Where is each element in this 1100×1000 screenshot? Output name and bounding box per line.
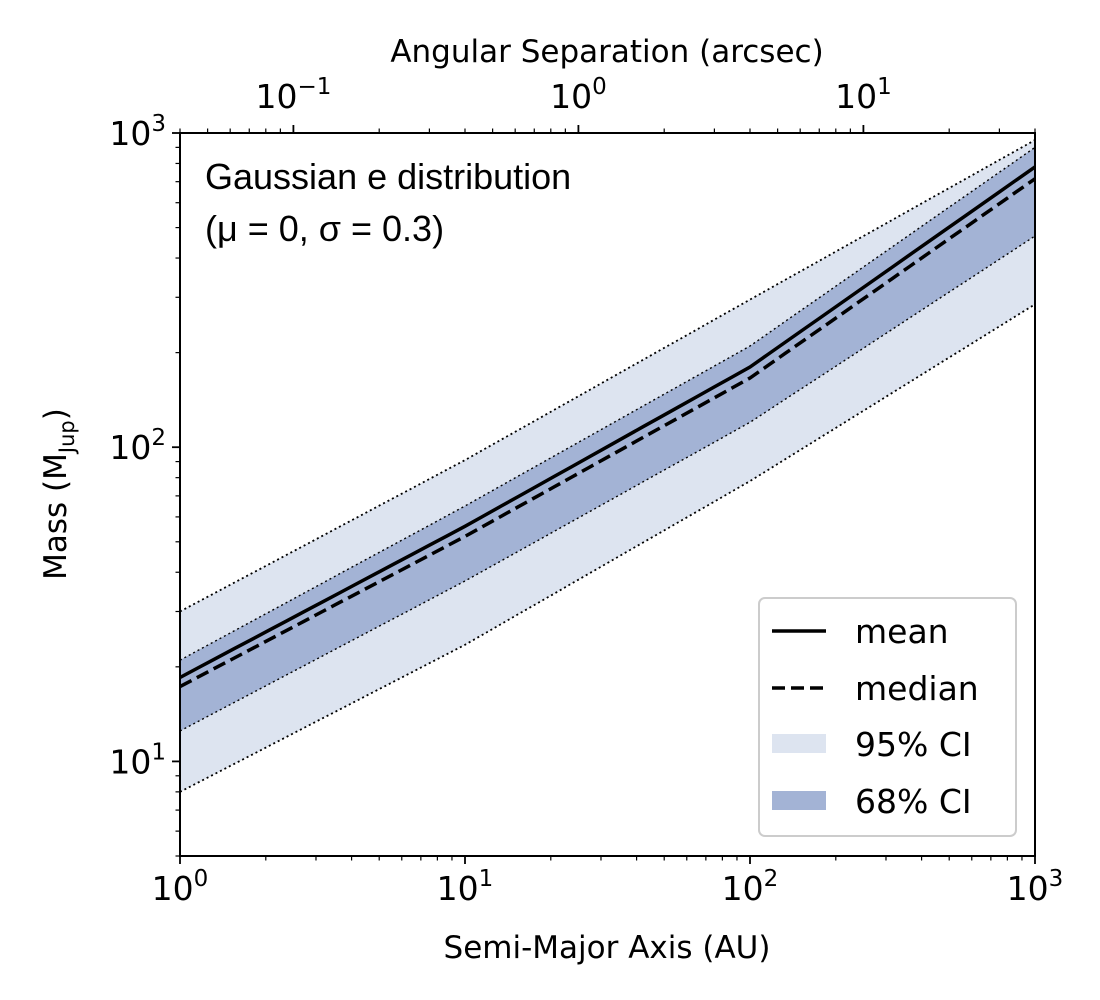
legend: mean median 95% CI 68% CI — [758, 597, 1017, 837]
top-x-tick-label: 10−1 — [255, 74, 331, 116]
y-tick-label: 101 — [109, 739, 166, 781]
legend-68ci-label: 68% CI — [855, 782, 972, 821]
band-95ci-lower-edge — [179, 303, 1036, 793]
x-tick-label: 102 — [722, 866, 779, 908]
legend-frame — [758, 597, 1017, 837]
y-axis-label-main: Mass (M — [38, 453, 74, 580]
band-95ci-upper-edge — [179, 139, 1036, 613]
legend-mean-label: mean — [855, 612, 949, 651]
y-axis-label-close: ) — [38, 408, 74, 420]
y-axis-label-sub: Jup — [55, 420, 79, 455]
series-line-mean — [179, 165, 1037, 680]
top-x-tick-label: 101 — [835, 74, 892, 116]
y-axis-label: Mass (MJup) — [38, 408, 79, 580]
y-tick-label: 103 — [109, 111, 166, 153]
data-lines — [179, 165, 1037, 689]
legend-median-label: median — [855, 669, 979, 708]
top-x-axis-label: Angular Separation (arcsec) — [390, 34, 823, 70]
series-line-median — [179, 177, 1037, 689]
band-68ci — [180, 147, 1035, 731]
legend-95ci-swatch — [772, 734, 826, 753]
confidence-bands — [179, 139, 1036, 793]
legend-68ci-swatch — [772, 791, 826, 810]
annotation-line-1: Gaussian e distribution — [205, 156, 571, 197]
annotation-line-2: (μ = 0, σ = 0.3) — [205, 208, 444, 249]
top-x-tick-label: 100 — [550, 74, 607, 116]
legend-95ci-label: 95% CI — [855, 725, 972, 764]
x-tick-label: 100 — [152, 866, 209, 908]
x-tick-label: 103 — [1007, 866, 1064, 908]
axes-frame — [179, 132, 1036, 857]
axis-ticks: 100 101 102 103 101 102 103 10−1 100 101 — [109, 74, 1063, 908]
x-axis-label: Semi-Major Axis (AU) — [444, 930, 771, 966]
y-tick-label: 102 — [109, 425, 166, 467]
band-68ci-lower-edge — [179, 235, 1036, 732]
x-tick-label: 101 — [437, 866, 494, 908]
